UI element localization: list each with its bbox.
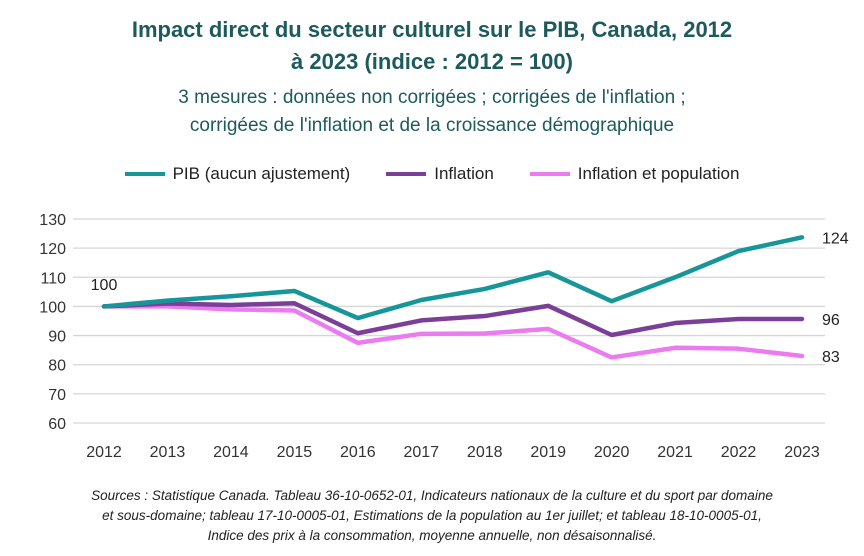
legend-item-population: Inflation et population: [529, 164, 740, 184]
data-label-start: 100: [91, 277, 118, 294]
series-line-2: [101, 304, 805, 360]
x-tick-label: 2014: [213, 444, 249, 461]
series-line-0: [101, 235, 805, 321]
legend-item-inflation: Inflation: [386, 164, 494, 184]
y-tick-label: 80: [48, 358, 66, 375]
x-tick-label: 2015: [277, 444, 313, 461]
data-label-pib-end: 124: [822, 230, 849, 247]
legend-swatch: [529, 172, 570, 176]
y-tick-label: 120: [39, 241, 66, 258]
data-label-population-end: 83: [822, 349, 840, 366]
x-tick-label: 2016: [340, 444, 376, 461]
legend-swatch: [124, 172, 165, 176]
x-tick-label: 2017: [403, 444, 439, 461]
y-tick-label: 130: [39, 212, 66, 229]
legend: PIB (aucun ajustement) Inflation Inflati…: [0, 164, 864, 184]
source-line-3: Indice des prix à la consommation, moyen…: [207, 528, 657, 543]
legend-item-pib: PIB (aucun ajustement): [124, 164, 351, 184]
y-tick-label: 70: [48, 387, 66, 404]
chart-subtitle: 3 mesures : données non corrigées ; corr…: [0, 84, 864, 140]
y-tick-label: 90: [48, 329, 66, 346]
source-line-2: et sous-domaine; tableau 17-10-0005-01, …: [102, 508, 762, 523]
y-tick-label: 60: [48, 416, 66, 433]
x-tick-label: 2012: [86, 444, 122, 461]
x-tick-label: 2018: [467, 444, 503, 461]
x-tick-label: 2022: [721, 444, 757, 461]
legend-label: Inflation et population: [577, 164, 740, 183]
subtitle-line-1: 3 mesures : données non corrigées ; corr…: [178, 87, 686, 108]
x-tick-label: 2019: [530, 444, 566, 461]
legend-label: PIB (aucun ajustement): [172, 164, 351, 183]
source-line-1: Sources : Statistique Canada. Tableau 36…: [91, 488, 773, 503]
title-line-2: à 2023 (indice : 2012 = 100): [291, 49, 573, 74]
y-tick-label: 110: [40, 270, 66, 287]
x-tick-label: 2021: [657, 444, 693, 461]
y-tick-label: 100: [39, 299, 66, 316]
x-tick-label: 2013: [150, 444, 186, 461]
legend-swatch: [386, 172, 427, 176]
series-line-1: [101, 300, 805, 338]
x-tick-label: 2023: [784, 444, 820, 461]
data-label-inflation-end: 96: [822, 312, 840, 329]
chart-title: Impact direct du secteur culturel sur le…: [0, 14, 864, 78]
x-tick-label: 2020: [594, 444, 630, 461]
source-note: Sources : Statistique Canada. Tableau 36…: [0, 486, 864, 546]
title-line-1: Impact direct du secteur culturel sur le…: [131, 17, 733, 42]
subtitle-line-2: corrigées de l'inflation et de la croiss…: [189, 115, 675, 136]
legend-label: Inflation: [434, 164, 494, 183]
